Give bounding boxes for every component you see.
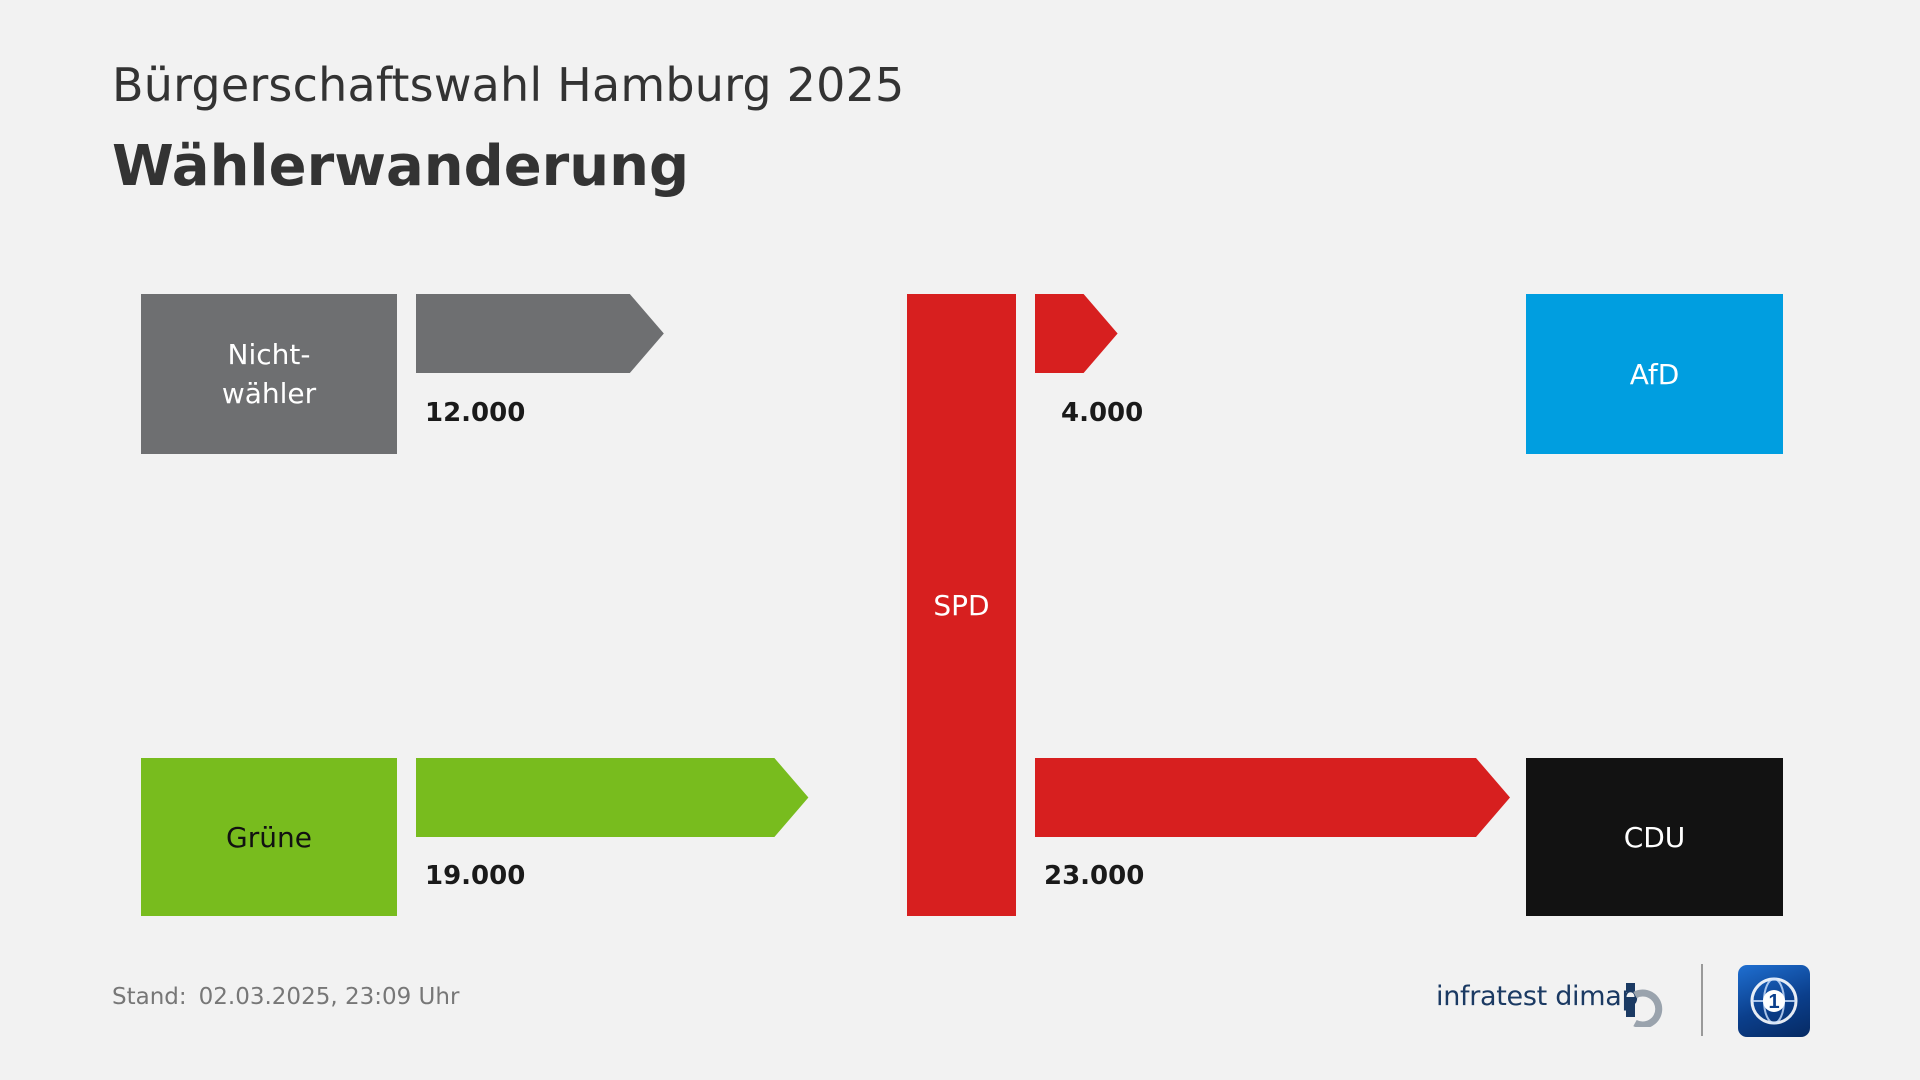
box-gruene-label: Grüne xyxy=(226,820,312,854)
box-cdu-label: CDU xyxy=(1623,820,1686,854)
svg-text:1: 1 xyxy=(1768,991,1779,1013)
box-spd: SPD xyxy=(907,294,1016,916)
box-afd-label: AfD xyxy=(1629,357,1680,391)
tagesschau-logo-icon: 1 xyxy=(1738,965,1810,1037)
arrow-nichtwaehler-spd xyxy=(416,294,664,373)
stand-value: 02.03.2025, 23:09 Uhr xyxy=(198,984,460,1010)
chart-title: Wählerwanderung xyxy=(112,134,690,199)
flow-value-gruene-spd: 19.000 xyxy=(425,861,526,891)
box-afd: AfD xyxy=(1526,294,1783,454)
flow-value-spd-cdu: 23.000 xyxy=(1044,861,1145,891)
stand-label: Stand: xyxy=(112,984,187,1010)
arrow-spd-cdu xyxy=(1035,758,1510,837)
chart-subtitle: Bürgerschaftswahl Hamburg 2025 xyxy=(112,58,905,112)
arrow-gruene-spd xyxy=(416,758,809,837)
box-nichtwaehler-label-line1: Nicht- xyxy=(227,338,311,371)
flow-value-nichtwaehler-spd: 12.000 xyxy=(425,398,526,428)
flow-value-spd-afd: 4.000 xyxy=(1061,398,1144,428)
box-gruene: Grüne xyxy=(141,758,397,916)
infratest-dimap-logo-icon xyxy=(1626,983,1663,1027)
box-nichtwaehler: Nicht- wähler xyxy=(141,294,397,454)
box-spd-label: SPD xyxy=(933,588,990,622)
timestamp: Stand: 02.03.2025, 23:09 Uhr xyxy=(112,984,459,1010)
footer-divider xyxy=(1701,964,1703,1036)
box-nichtwaehler-label-line2: wähler xyxy=(221,377,317,410)
arrow-spd-afd xyxy=(1035,294,1118,373)
box-cdu: CDU xyxy=(1526,758,1783,916)
brand-name: infratest dimap xyxy=(1436,981,1639,1012)
